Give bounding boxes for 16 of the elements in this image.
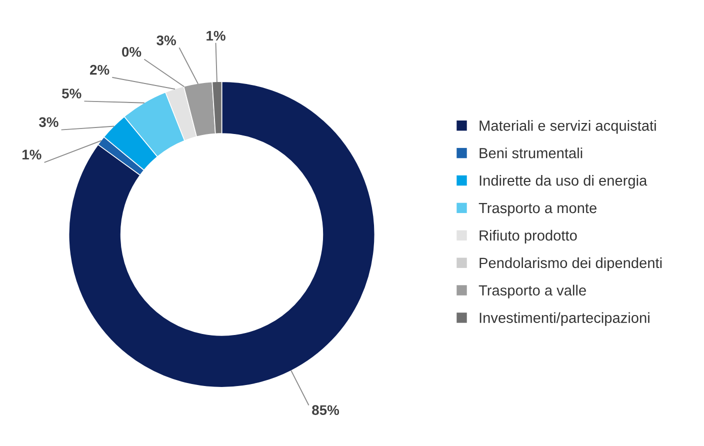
data-label: 1% — [206, 30, 226, 41]
data-label: 3% — [38, 117, 58, 128]
legend-label: Materiali e servizi acquistati — [480, 120, 656, 134]
legend-label: Trasporto a monte — [478, 203, 596, 216]
legend-label: Rifiuto prodotto — [480, 230, 577, 244]
legend-label: Indirette da uso di energia — [480, 175, 648, 189]
data-label: 2% — [90, 64, 110, 75]
legend-label: Beni strumentali — [480, 148, 582, 158]
data-label: 5% — [62, 88, 82, 98]
legend-label: Pendolarismo dei dipendenti — [480, 257, 662, 271]
legend-label: Trasporto a valle — [478, 284, 586, 298]
data-label: 3% — [156, 35, 176, 46]
data-label: 1% — [22, 150, 42, 160]
data-label: 85% — [312, 405, 340, 416]
legend-label: Investimenti/partecipazioni — [480, 312, 650, 326]
text: 0% — [122, 46, 142, 57]
